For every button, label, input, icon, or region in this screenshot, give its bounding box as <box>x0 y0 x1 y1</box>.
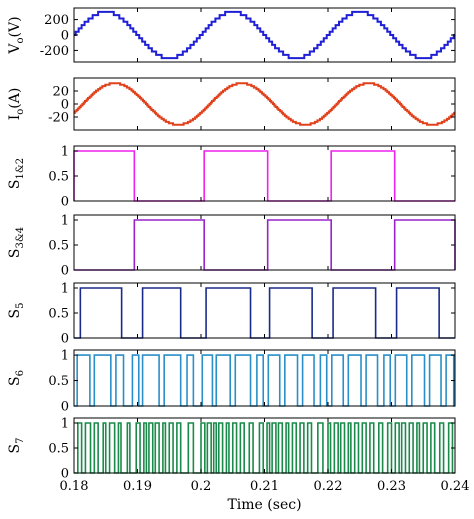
y-tick-label-s34: 1 <box>61 214 69 229</box>
panel-s5: 1 0.5 0 S5 <box>7 282 456 347</box>
series-line-s7 <box>74 422 455 474</box>
y-tick-label-s5: 1 <box>61 282 69 297</box>
y-tick-label-s5: 0.5 <box>48 307 69 322</box>
y-axis-label-sub: 7 <box>15 438 26 444</box>
y-axis-label-main: V <box>7 43 23 55</box>
y-tick-label-s34: 0.5 <box>48 239 69 254</box>
panel-frame-s34 <box>73 214 456 271</box>
y-tick-label-s34: 0 <box>61 264 69 279</box>
x-tick-label: 0.18 <box>60 479 89 494</box>
y-axis-label-sub: 6 <box>15 370 26 376</box>
y-tick-label-s12: 0 <box>61 195 69 210</box>
x-tick-label: 0.23 <box>377 479 406 494</box>
y-axis-label-main: S <box>7 444 23 454</box>
y-axis-label-s7: S7 <box>7 438 26 454</box>
y-axis-label-sub: 5 <box>15 303 26 309</box>
y-tick-label-s5: 0 <box>61 332 69 347</box>
series-line-s34 <box>74 219 456 271</box>
y-axis-label-sub: 1&2 <box>15 158 26 180</box>
y-tick-label-io: -20 <box>48 111 69 126</box>
y-axis-label-main: S <box>7 376 23 386</box>
x-tick-label: 0.2 <box>191 479 212 494</box>
panel-frame-s5 <box>73 282 456 339</box>
series-line-s6 <box>74 354 455 407</box>
x-axis-title: Time (sec) <box>227 497 301 513</box>
x-tick-label: 0.22 <box>314 479 343 494</box>
y-axis-label-s34: S3&4 <box>7 227 26 258</box>
y-tick-label-s6: 1 <box>61 349 69 364</box>
x-tick-label: 0.21 <box>250 479 279 494</box>
series-line-vo <box>74 10 455 60</box>
y-axis-label-main: S <box>7 309 23 319</box>
y-tick-label-s6: 0 <box>61 400 69 415</box>
panel-frame-s6 <box>73 349 456 407</box>
x-tick-label: 0.19 <box>123 479 152 494</box>
panel-frame-io <box>73 77 456 131</box>
y-tick-label-s7: 0 <box>61 467 69 482</box>
y-axis-label-vo: Vo(V) <box>7 16 26 54</box>
panels-layer: 2000-200Vo(V)200-20Io(A)10.50S1&210.50S3… <box>7 7 456 482</box>
series-line-s5 <box>74 287 455 339</box>
panel-s7: 1 0.5 0 S7 <box>7 417 456 482</box>
panel-s6: 1 0.5 0 S6 <box>7 349 456 415</box>
series-line-io <box>73 82 456 126</box>
y-tick-label-s12: 1 <box>61 145 69 160</box>
y-axis-label-main: I <box>7 115 23 121</box>
y-tick-label-vo: -200 <box>40 44 69 59</box>
series-line-s12 <box>73 150 455 202</box>
y-axis-label-s12: S1&2 <box>7 158 26 189</box>
y-axis-label-s6: S6 <box>7 370 26 386</box>
y-axis-label-sub: o <box>15 109 26 115</box>
y-axis-label-main: S <box>7 249 23 259</box>
y-tick-label-s7: 0.5 <box>48 442 69 457</box>
y-tick-label-s12: 0.5 <box>48 170 69 185</box>
y-tick-label-vo: 0 <box>61 29 69 44</box>
y-axis-label-io: Io(A) <box>7 88 26 121</box>
y-axis-label-s5: S5 <box>7 303 26 319</box>
y-axis-label-tail: (A) <box>7 88 23 109</box>
y-tick-label-io: 0 <box>61 98 69 113</box>
y-tick-label-vo: 200 <box>44 13 69 28</box>
y-axis-label-sub: 3&4 <box>15 227 26 249</box>
x-axis: Time (sec) 0.18 0.19 0.2 0.21 0.22 0.23 0.24 <box>60 479 470 513</box>
y-axis-label-main: S <box>7 180 23 190</box>
y-axis-label-sub: o <box>15 37 26 43</box>
y-tick-label-io: 20 <box>52 85 69 100</box>
y-tick-label-s7: 1 <box>61 417 69 432</box>
panel-frame-s12 <box>73 145 456 202</box>
y-tick-label-s6: 0.5 <box>48 374 69 389</box>
panel-s34: 1 0.5 0 S3&4 <box>7 214 456 279</box>
panel-io: 200-20 Io(A) <box>7 77 456 131</box>
panel-s12: 1 0.5 0 S1&2 <box>7 145 456 210</box>
panel-frame-s7 <box>73 417 456 474</box>
y-axis-label-tail: (V) <box>7 16 23 37</box>
x-tick-label: 0.24 <box>441 479 470 494</box>
